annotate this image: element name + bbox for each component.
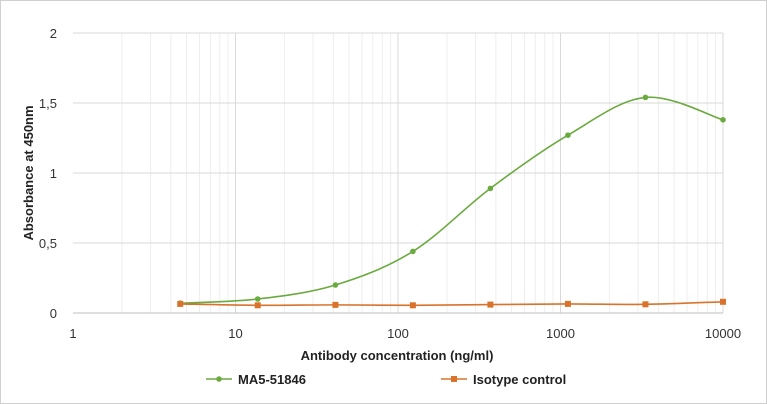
y-tick-label: 2 bbox=[50, 26, 57, 41]
major-gridlines bbox=[73, 32, 724, 313]
data-point bbox=[487, 185, 494, 192]
x-tick-label: 10 bbox=[228, 326, 242, 341]
data-point bbox=[332, 282, 339, 288]
series-ma5-51846 bbox=[177, 94, 726, 307]
data-point bbox=[254, 296, 261, 302]
y-tick-label: 1 bbox=[50, 166, 57, 181]
y-axis-title: Absorbance at 450nm bbox=[21, 105, 36, 240]
series-line bbox=[180, 301, 724, 307]
legend-item: Isotype control bbox=[441, 372, 566, 387]
legend-marker bbox=[451, 376, 457, 382]
y-tick-label: 1,5 bbox=[39, 96, 57, 111]
data-point bbox=[565, 132, 571, 138]
x-tick-label: 10000 bbox=[705, 326, 741, 341]
legend-label: Isotype control bbox=[473, 372, 566, 387]
data-point bbox=[720, 298, 726, 305]
legend-item: MA5-51846 bbox=[206, 372, 306, 387]
x-tick-label: 1000 bbox=[546, 326, 575, 341]
series-isotype-control bbox=[177, 298, 726, 309]
data-point bbox=[720, 117, 726, 123]
legend-marker bbox=[216, 376, 222, 382]
data-point bbox=[487, 301, 494, 308]
data-point bbox=[409, 302, 416, 309]
x-axis-title: Antibody concentration (ng/ml) bbox=[301, 348, 494, 363]
data-point bbox=[642, 94, 649, 101]
legend-label: MA5-51846 bbox=[238, 372, 306, 387]
data-point bbox=[254, 302, 261, 309]
y-tick-label: 0,5 bbox=[39, 236, 57, 251]
data-point bbox=[564, 300, 571, 307]
data-point bbox=[410, 248, 416, 255]
y-axis-tick-labels: 0 0,5 1 1,5 2 bbox=[39, 26, 57, 321]
x-tick-label: 1 bbox=[69, 326, 76, 341]
y-tick-label: 0 bbox=[50, 306, 57, 321]
legend: MA5-51846 Isotype control bbox=[206, 372, 566, 387]
data-point bbox=[332, 301, 339, 308]
data-point bbox=[642, 301, 649, 308]
data-point bbox=[177, 300, 184, 307]
series-layer bbox=[177, 94, 726, 309]
x-axis-tick-labels: 1 10 100 1000 10000 bbox=[69, 326, 741, 341]
series-line bbox=[180, 96, 724, 304]
x-tick-label: 100 bbox=[387, 326, 409, 341]
